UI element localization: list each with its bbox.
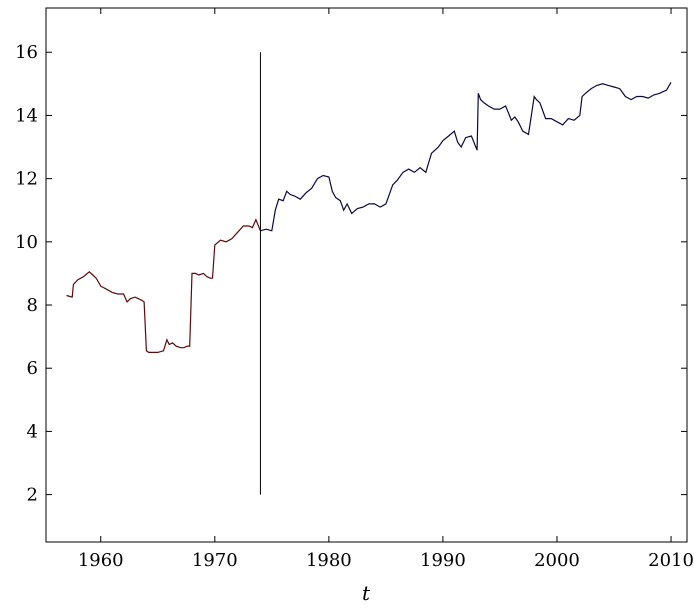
series-2-line	[260, 82, 672, 232]
plot-frame	[45, 7, 688, 543]
series-lines	[66, 82, 672, 353]
y-tick-label: 12	[15, 169, 38, 190]
y-tick-label: 6	[27, 358, 38, 379]
y-tick-label: 2	[27, 485, 38, 506]
y-tick-label: 4	[27, 421, 38, 442]
y-tick-label: 10	[15, 232, 38, 253]
x-tick-label: 1970	[192, 550, 238, 571]
axis-ticks: 1960 1970 1980 1990 2000 2010 2 4 6 8 10 12 14 16	[15, 8, 694, 571]
series-1-line	[66, 218, 261, 353]
x-tick-label: 1990	[420, 550, 466, 571]
x-tick-label: 2000	[534, 550, 580, 571]
y-tick-label: 14	[15, 105, 38, 126]
y-tick-label: 8	[27, 295, 38, 316]
x-tick-label: 1980	[306, 550, 352, 571]
x-tick-label: 2010	[648, 550, 694, 571]
x-tick-label: 1960	[78, 550, 124, 571]
x-axis-title: t	[362, 581, 371, 605]
y-tick-label: 16	[15, 42, 38, 63]
